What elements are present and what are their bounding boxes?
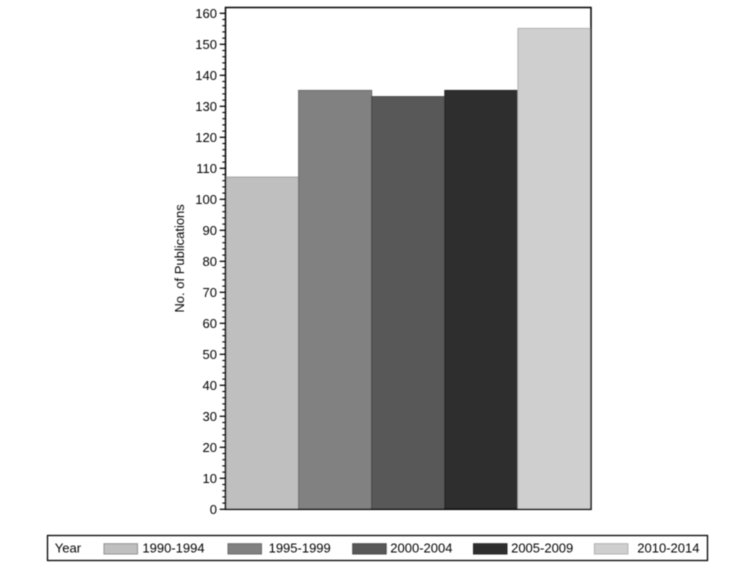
svg-text:120: 120 bbox=[195, 130, 217, 145]
svg-text:Year: Year bbox=[55, 541, 82, 556]
svg-text:2000-2004: 2000-2004 bbox=[390, 541, 452, 556]
svg-text:1990-1994: 1990-1994 bbox=[142, 541, 204, 556]
svg-text:2005-2009: 2005-2009 bbox=[511, 541, 573, 556]
svg-text:150: 150 bbox=[195, 37, 217, 52]
svg-text:10: 10 bbox=[203, 471, 217, 486]
svg-text:60: 60 bbox=[203, 316, 217, 331]
svg-text:0: 0 bbox=[210, 502, 217, 517]
svg-text:70: 70 bbox=[203, 285, 217, 300]
svg-text:130: 130 bbox=[195, 99, 217, 114]
svg-text:90: 90 bbox=[203, 223, 217, 238]
svg-text:140: 140 bbox=[195, 68, 217, 83]
svg-text:80: 80 bbox=[203, 254, 217, 269]
svg-text:110: 110 bbox=[196, 161, 217, 176]
svg-text:20: 20 bbox=[203, 440, 217, 455]
svg-text:50: 50 bbox=[203, 347, 217, 362]
svg-text:1995-1999: 1995-1999 bbox=[269, 541, 331, 556]
svg-text:30: 30 bbox=[203, 409, 217, 424]
svg-text:100: 100 bbox=[195, 192, 217, 207]
svg-text:160: 160 bbox=[195, 6, 217, 21]
svg-text:2010-2014: 2010-2014 bbox=[637, 541, 699, 556]
svg-text:40: 40 bbox=[203, 378, 217, 393]
svg-text:No. of Publications: No. of Publications bbox=[172, 204, 187, 313]
